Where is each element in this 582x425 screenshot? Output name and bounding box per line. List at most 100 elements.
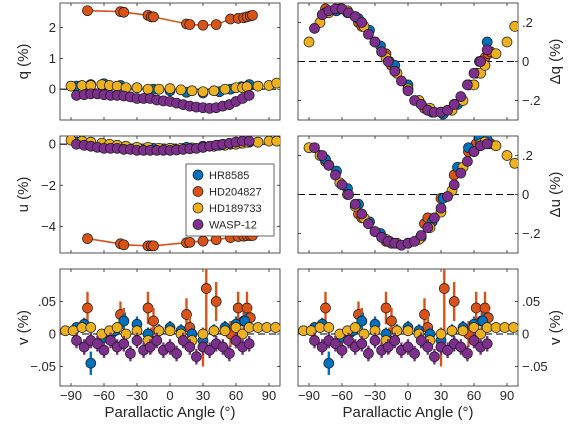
- legend-label: HD204827: [209, 187, 262, 199]
- x-tick-label: 0: [166, 388, 173, 403]
- data-point: [144, 341, 156, 353]
- data-point: [402, 325, 414, 337]
- legend-label: HR8585: [209, 170, 249, 182]
- series-WASP-12: [309, 138, 493, 251]
- data-point: [142, 83, 154, 95]
- data-point: [197, 86, 209, 98]
- data-point: [446, 325, 458, 337]
- data-point: [82, 302, 93, 314]
- data-point: [111, 80, 123, 92]
- series-WASP-12: [71, 136, 255, 156]
- data-point: [343, 335, 354, 346]
- data-point: [85, 322, 97, 333]
- data-point: [118, 6, 130, 18]
- legend-marker: [192, 219, 204, 230]
- data-point: [429, 351, 440, 363]
- series-WASP-12: [309, 3, 493, 118]
- data-point: [309, 142, 320, 154]
- data-point: [271, 77, 280, 89]
- data-point: [92, 338, 103, 350]
- data-point: [164, 341, 176, 353]
- data-point: [509, 157, 518, 169]
- y-tick-label: 0: [49, 82, 56, 97]
- data-point: [349, 198, 361, 210]
- data-point: [358, 328, 370, 340]
- data-point: [320, 302, 331, 314]
- x-axis-label: Parallactic Angle (°): [342, 404, 473, 421]
- data-point: [243, 338, 255, 350]
- data-point: [481, 338, 493, 350]
- x-tick-label: −90: [298, 388, 320, 403]
- y-axis-label: v (%): [547, 310, 564, 345]
- x-tick-label: 60: [229, 388, 243, 403]
- data-point: [210, 296, 222, 307]
- data-point: [363, 28, 374, 40]
- data-point: [382, 341, 394, 353]
- data-point: [369, 36, 381, 48]
- data-point: [184, 341, 196, 353]
- x-tick-label: −60: [331, 388, 353, 403]
- data-point: [402, 341, 414, 353]
- data-point: [186, 85, 198, 97]
- series-HD189733: [60, 322, 280, 346]
- x-tick-label: −30: [364, 388, 386, 403]
- data-point: [457, 325, 469, 337]
- data-point: [175, 84, 187, 96]
- data-point: [356, 208, 368, 220]
- y-axis-label: Δq (%): [547, 39, 564, 85]
- y-tick-label: 0: [522, 54, 529, 69]
- y-tick-label: −.2: [522, 93, 540, 108]
- y-tick-label: 0: [49, 137, 56, 152]
- data-point: [252, 136, 264, 148]
- data-point: [230, 322, 242, 333]
- data-point: [376, 46, 387, 58]
- x-tick-label: 90: [262, 388, 276, 403]
- y-tick-label: .2: [522, 15, 533, 30]
- data-point: [316, 150, 328, 161]
- data-point: [323, 322, 335, 333]
- data-point: [356, 17, 368, 28]
- series-HD204827: [320, 269, 494, 367]
- panel-q: 0 1 2 q (%): [15, 2, 281, 121]
- data-point: [468, 322, 480, 333]
- data-point: [309, 23, 320, 34]
- data-point: [303, 36, 315, 48]
- data-point: [111, 322, 123, 333]
- data-point: [270, 322, 280, 333]
- data-point: [508, 322, 518, 333]
- y-tick-label: 1: [49, 51, 56, 66]
- data-point: [148, 11, 159, 23]
- y-tick-label: 2: [49, 20, 56, 35]
- x-tick-label: −60: [93, 388, 115, 403]
- data-point: [386, 315, 397, 327]
- y-tick-label: −.05: [30, 359, 56, 374]
- data-point: [164, 83, 176, 94]
- data-point: [153, 83, 165, 95]
- data-point: [422, 341, 434, 353]
- data-point: [396, 75, 407, 87]
- data-point: [142, 302, 154, 314]
- series-WASP-12: [309, 332, 493, 365]
- legend-label: HD189733: [209, 203, 262, 215]
- data-point: [455, 91, 467, 102]
- x-tick-label: 30: [434, 388, 448, 403]
- data-point: [330, 169, 341, 181]
- x-axis-label: Parallactic Angle (°): [104, 404, 235, 421]
- x-tick-label: −90: [60, 388, 82, 403]
- data-point: [481, 44, 493, 56]
- data-point: [462, 156, 473, 167]
- y-axis-label: q (%): [15, 44, 32, 80]
- data-point: [171, 348, 182, 359]
- data-point: [230, 335, 242, 346]
- data-point: [131, 335, 143, 346]
- y-tick-label: −.2: [522, 226, 540, 241]
- data-point: [208, 325, 220, 337]
- y-tick-label: .05: [522, 294, 540, 309]
- data-point: [369, 335, 381, 346]
- data-point: [217, 341, 229, 353]
- data-point: [118, 338, 130, 350]
- data-point: [219, 83, 231, 95]
- data-point: [336, 179, 348, 191]
- series-HD189733: [65, 77, 280, 98]
- data-point: [422, 222, 434, 233]
